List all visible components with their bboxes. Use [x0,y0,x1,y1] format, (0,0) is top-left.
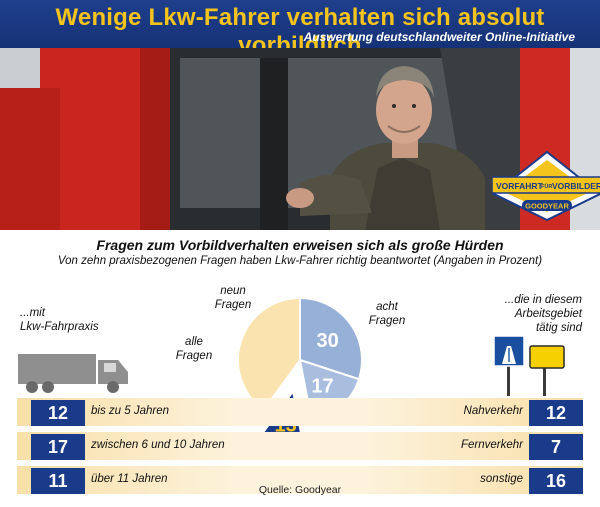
data-row: 12 bis zu 5 Jahren Nahverkehr 12 [17,398,583,426]
chart-title: Fragen zum Vorbildverhalten erweisen sic… [96,237,504,253]
work-area-label: Fernverkehr [461,439,523,451]
pie-value-acht-fragen: 30 [316,330,338,352]
pie-label-acht-fragen: acht Fragen [365,300,409,328]
pie-label-neun-line2: Fragen [214,299,252,311]
svg-text:VORFAHRT: VORFAHRT [496,181,544,191]
pie-label-alle-fragen: alle Fragen [174,335,214,363]
pie-label-neun-line1: neun [220,285,246,297]
chart-heading: Fragen zum Vorbildverhalten erweisen sic… [0,232,600,272]
left-group-heading: ...mit Lkw-Fahrpraxis [20,306,99,334]
work-area-value-box: 16 [529,468,583,494]
work-area-value-box: 12 [529,400,583,426]
svg-text:FÜR: FÜR [541,183,552,190]
source-note: Quelle: Goodyear [258,484,342,496]
pie-label-neun-fragen: neun Fragen [213,284,253,312]
pie-label-acht-line1: acht [376,301,398,313]
truck-icon [18,354,128,393]
pie-label-alle-line2: Fragen [175,350,213,362]
chart-subtitle: Von zehn praxisbezogenen Fragen haben Lk… [57,255,543,267]
pie-slice-acht-fragen [299,296,363,381]
vorfahrt-fuer-vorbilder-logo: VORFAHRT FÜR VORBILDER GOODYEAR [491,150,600,222]
work-area-value-box: 7 [529,434,583,460]
left-group-heading-line1: ...mit [20,307,45,319]
right-group-heading-line2: Arbeitsgebiet [514,308,582,320]
experience-label: bis zu 5 Jahren [91,405,169,417]
right-group-heading-line1: ...die in diesem [504,294,582,306]
experience-value-box: 11 [31,468,85,494]
work-area-label: sonstige [480,473,523,485]
vorfahrt-fuer-vorbilder-logo-graphic: VORFAHRT FÜR VORBILDER GOODYEAR [491,150,600,222]
left-group-heading-line2: Lkw-Fahrpraxis [20,321,99,333]
pie-value-neun-fragen: 17 [311,376,333,398]
pie-slices-group [237,296,363,455]
header-banner: Wenige Lkw-Fahrer verhalten sich absolut… [0,0,600,59]
right-group-heading: ...die in diesem Arbeitsgebiet tätig sin… [496,293,582,335]
data-row: 17 zwischen 6 und 10 Jahren Fernverkehr 7 [17,432,583,460]
page-title: Wenige Lkw-Fahrer verhalten sich absolut… [55,4,545,59]
page-subtitle: Auswertung deutschlandweiter Online-Init… [303,30,575,44]
pie-label-alle-line1: alle [185,336,203,348]
svg-text:VORBILDER: VORBILDER [552,181,600,191]
experience-value-box: 17 [31,434,85,460]
data-row: 11 über 11 Jahren sonstige 16 [17,466,583,494]
experience-label: über 11 Jahren [91,473,168,485]
road-signs-icon [494,336,565,396]
experience-label: zwischen 6 und 10 Jahren [91,439,225,451]
svg-text:GOODYEAR: GOODYEAR [525,202,569,211]
pie-label-acht-line2: Fragen [368,315,406,327]
right-group-heading-line3: tätig sind [535,322,582,334]
work-area-label: Nahverkehr [463,405,523,417]
experience-value-box: 12 [31,400,85,426]
